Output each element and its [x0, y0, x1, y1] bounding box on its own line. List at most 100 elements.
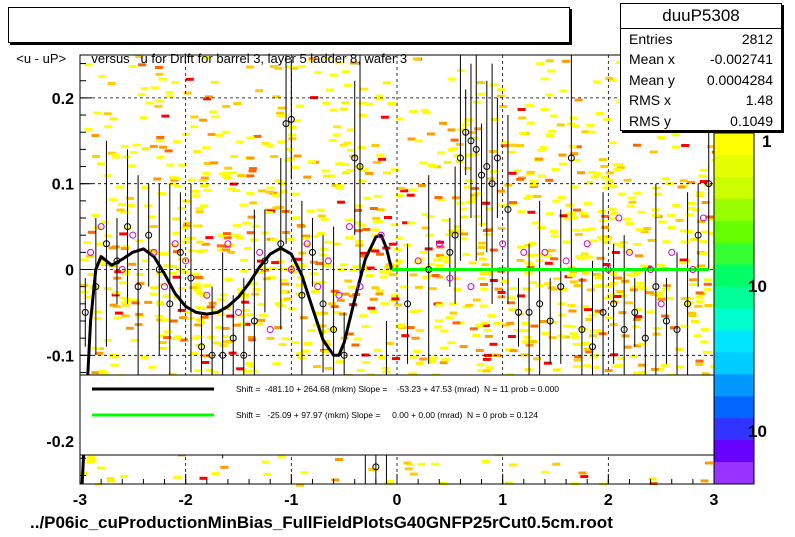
density-cell	[245, 362, 254, 366]
density-cell	[573, 145, 582, 149]
density-cell	[223, 236, 232, 240]
density-cell	[274, 66, 283, 70]
density-cell	[476, 363, 485, 367]
marker-magenta	[377, 231, 385, 239]
density-cell	[87, 273, 96, 277]
density-cell	[320, 217, 329, 221]
marker-magenta	[150, 248, 158, 256]
density-cell	[380, 302, 389, 306]
density-cell	[239, 258, 248, 262]
density-cell	[380, 115, 389, 119]
marker-black	[478, 171, 486, 179]
marker-black	[282, 120, 290, 128]
density-cell	[296, 351, 304, 355]
marker-black	[319, 300, 327, 308]
density-cell	[464, 179, 473, 183]
density-cell	[567, 325, 576, 329]
density-cell	[680, 297, 689, 301]
density-cell	[376, 208, 385, 212]
density-cell	[179, 338, 188, 342]
density-cell	[249, 369, 258, 373]
density-cell	[517, 210, 526, 214]
density-cell	[584, 255, 593, 259]
density-cell	[604, 316, 613, 320]
density-cell	[569, 332, 578, 336]
density-cell	[241, 293, 250, 297]
density-cell	[339, 312, 347, 316]
marker-black	[351, 154, 359, 162]
density-cell	[103, 234, 112, 238]
density-cell	[108, 246, 117, 250]
density-cell	[557, 313, 566, 317]
density-cell	[311, 290, 320, 293]
density-cell	[219, 293, 228, 297]
density-cell	[251, 224, 260, 228]
density-cell	[634, 307, 643, 311]
density-cell	[292, 216, 300, 220]
density-cell	[366, 266, 375, 270]
density-cell	[633, 371, 641, 375]
density-cell	[201, 361, 210, 364]
marker-magenta	[182, 257, 190, 265]
density-cell	[537, 226, 545, 229]
marker-magenta	[87, 248, 95, 256]
density-cell	[679, 179, 688, 183]
density-cell	[341, 292, 350, 296]
density-cell	[472, 215, 481, 218]
density-cell	[409, 472, 418, 476]
marker-magenta	[171, 240, 179, 248]
density-cell	[525, 103, 534, 107]
density-cell	[474, 127, 483, 131]
density-cell	[475, 324, 484, 328]
density-cell	[333, 125, 342, 129]
density-cell	[190, 351, 199, 355]
density-cell	[203, 97, 212, 101]
density-cell	[182, 224, 191, 228]
density-cell	[541, 331, 550, 335]
density-cell	[220, 344, 229, 348]
density-cell	[700, 479, 709, 483]
density-cell	[500, 279, 509, 283]
density-cell	[676, 365, 684, 369]
marker-black	[588, 343, 596, 351]
colorbar-cell	[714, 440, 754, 463]
density-cell	[108, 198, 117, 202]
marker-black	[610, 300, 618, 308]
marker-black	[578, 326, 586, 334]
density-cell	[411, 336, 420, 340]
density-cell	[660, 363, 669, 367]
density-cell	[365, 171, 374, 175]
density-cell	[577, 171, 585, 175]
density-cell	[297, 356, 306, 360]
data-markers	[81, 115, 713, 471]
density-cell	[544, 261, 553, 265]
density-cell	[548, 129, 557, 133]
density-cell	[369, 310, 378, 314]
density-cell	[632, 318, 641, 321]
density-cell	[627, 196, 636, 200]
density-cell	[161, 114, 170, 118]
density-cell	[227, 187, 236, 191]
density-cell	[588, 171, 597, 174]
density-cell	[360, 168, 369, 172]
density-cell	[222, 334, 230, 338]
density-cell	[286, 157, 295, 161]
density-cell	[120, 300, 129, 304]
density-cell	[207, 335, 215, 339]
density-cell	[496, 88, 505, 92]
density-cell	[184, 237, 192, 240]
density-cell	[703, 287, 712, 291]
density-cell	[601, 175, 610, 179]
density-cell	[437, 198, 446, 202]
density-cell	[618, 244, 627, 248]
density-cell	[562, 59, 571, 63]
density-cell	[568, 309, 577, 313]
density-cell	[507, 296, 516, 300]
density-cell	[98, 75, 107, 79]
density-cell	[120, 474, 129, 478]
density-cell	[237, 174, 246, 178]
density-cell	[583, 202, 592, 205]
density-cell	[470, 193, 478, 197]
density-cell	[450, 231, 459, 235]
density-cell	[633, 143, 641, 147]
